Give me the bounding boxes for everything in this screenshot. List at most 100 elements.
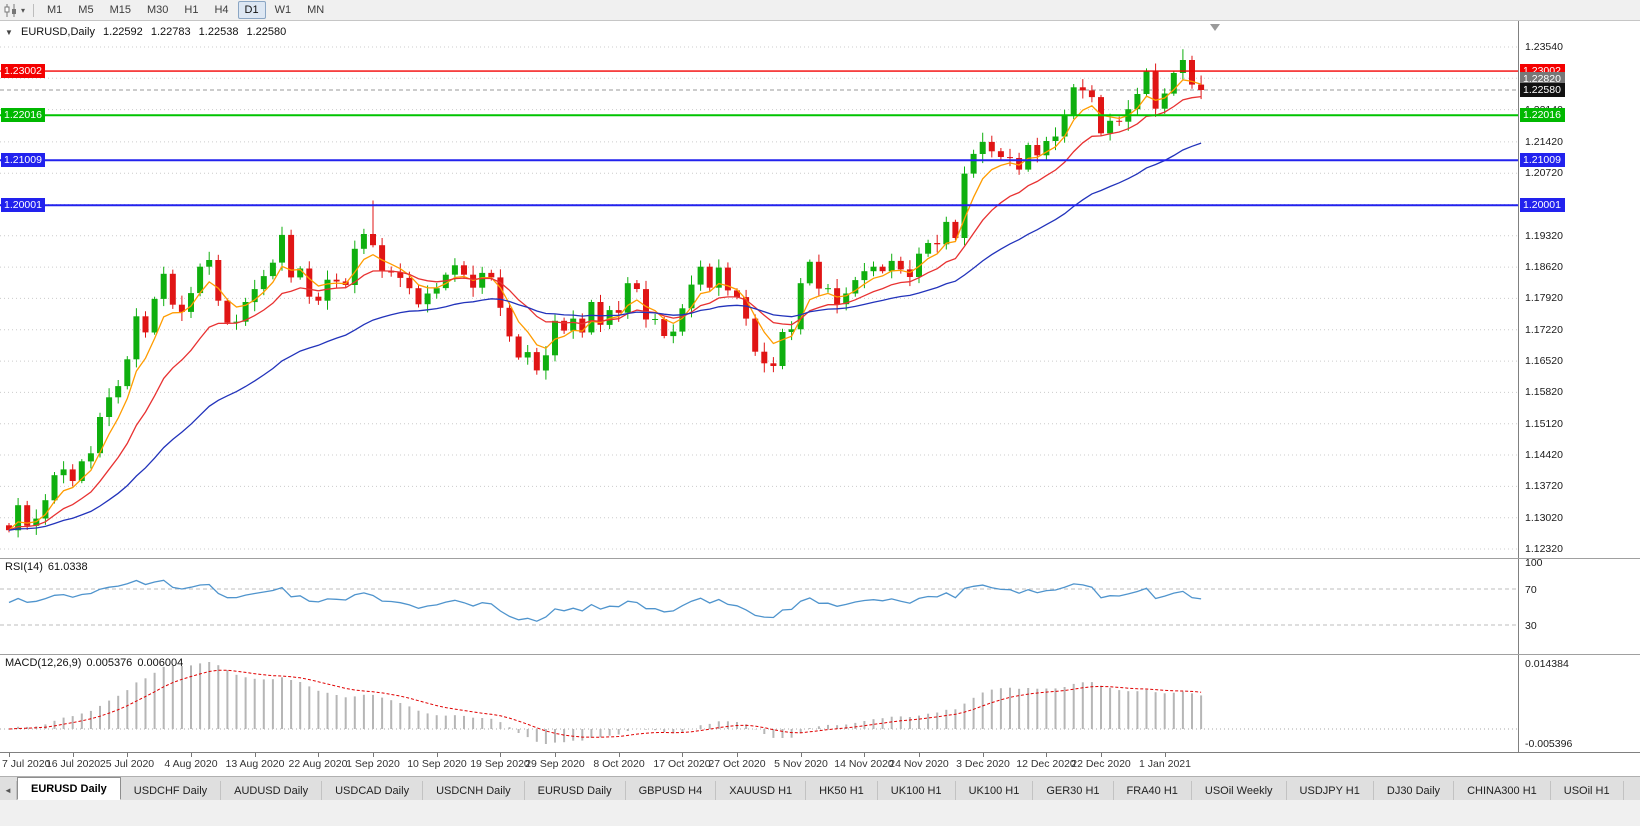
- time-tick: [1046, 753, 1047, 757]
- price-tick-label: 1.15120: [1525, 418, 1563, 430]
- hline-left-badge: 1.20001: [1, 198, 45, 212]
- rsi-chart-svg[interactable]: [0, 558, 1518, 654]
- chart-header: ▼ EURUSD,Daily 1.22592 1.22783 1.22538 1…: [5, 26, 291, 38]
- tab-scroll-left-icon[interactable]: ◄: [0, 781, 17, 800]
- toolbar-separator: [33, 3, 35, 17]
- price-tick-label: 1.13020: [1525, 512, 1563, 524]
- time-tick: [437, 753, 438, 757]
- price-chart-panel[interactable]: ▼ EURUSD,Daily 1.22592 1.22783 1.22538 1…: [0, 21, 1518, 558]
- time-tick: [737, 753, 738, 757]
- macd-axis-bottom-label: -0.005396: [1525, 738, 1573, 750]
- date-label: 16 Jul 2020: [45, 758, 101, 770]
- timeframe-toolbar: ▾ M1 M5 M15 M30 H1 H4 D1 W1 MN: [0, 0, 1640, 21]
- panel-splitter[interactable]: [0, 654, 1640, 655]
- price-tick-label: 1.17920: [1525, 292, 1563, 304]
- timeframe-m30[interactable]: M30: [146, 4, 169, 16]
- time-tick: [191, 753, 192, 757]
- chart-tab-fra40-h1[interactable]: FRA40 H1: [1113, 781, 1192, 800]
- chart-tab-usoil-weekly[interactable]: USOil Weekly: [1191, 781, 1287, 800]
- macd-axis-top-label: 0.014384: [1525, 658, 1569, 670]
- macd-panel-label: MACD(12,26,9) 0.005376 0.006004: [5, 657, 188, 669]
- rsi-level-label: 70: [1525, 584, 1537, 596]
- price-tick-label: 1.13720: [1525, 480, 1563, 492]
- hline-left-badge: 1.21009: [1, 153, 45, 167]
- chart-tab-eurusd-daily[interactable]: EURUSD Daily: [524, 781, 626, 800]
- date-label: 1 Jan 2021: [1139, 758, 1191, 770]
- macd-panel[interactable]: MACD(12,26,9) 0.005376 0.006004: [0, 654, 1518, 752]
- time-tick: [1101, 753, 1102, 757]
- chart-tab-usdjpy-h1[interactable]: USDJPY H1: [1286, 781, 1374, 800]
- rsi-level-label: 30: [1525, 620, 1537, 632]
- chart-tab-xauusd-h1[interactable]: XAUUSD H1: [716, 781, 807, 800]
- rsi-panel-label: RSI(14) 61.0338: [5, 561, 93, 573]
- chart-type-icon[interactable]: [4, 3, 20, 17]
- hline-left-badge: 1.23002: [1, 64, 45, 78]
- price-line-badge: 1.21009: [1520, 153, 1565, 167]
- price-axis[interactable]: 1.235401.221401.214201.207201.193201.186…: [1518, 21, 1640, 752]
- price-tick-label: 1.15820: [1525, 386, 1563, 398]
- timeframe-m5[interactable]: M5: [78, 4, 94, 16]
- timeframe-w1[interactable]: W1: [274, 4, 292, 16]
- macd-main-value: 0.005376: [86, 657, 133, 669]
- timeframe-m1[interactable]: M1: [47, 4, 63, 16]
- time-tick: [255, 753, 256, 757]
- chart-tab-ger30-h1[interactable]: GER30 H1: [1033, 781, 1114, 800]
- ohlc-open: 1.22592: [103, 26, 143, 38]
- timeframe-d1[interactable]: D1: [237, 1, 266, 19]
- price-tick-label: 1.20720: [1525, 167, 1563, 179]
- date-label: 22 Aug 2020: [288, 758, 348, 770]
- rsi-value: 61.0338: [47, 561, 88, 573]
- rsi-label: RSI(14): [5, 561, 43, 573]
- collapse-icon[interactable]: ▼: [5, 28, 13, 37]
- ohlc-close: 1.22580: [246, 26, 287, 38]
- chart-tab-usoil-h1[interactable]: USOil H1: [1550, 781, 1624, 800]
- chart-tab-usdchf-daily[interactable]: USDCHF Daily: [120, 781, 222, 800]
- timeframe-h1[interactable]: H1: [184, 4, 199, 16]
- time-tick: [318, 753, 319, 757]
- time-axis[interactable]: 7 Jul 2020 16 Jul 2020 25 Jul 2020 4 Aug 20…: [0, 752, 1640, 776]
- chart-tab-uk100-h1[interactable]: UK100 H1: [877, 781, 956, 800]
- main-chart-svg[interactable]: [0, 21, 1518, 558]
- chart-tab-usdcnh-daily[interactable]: USDCNH Daily: [423, 781, 525, 800]
- date-label: 22 Dec 2020: [1071, 758, 1131, 770]
- date-label: 24 Nov 2020: [889, 758, 949, 770]
- chart-tab-eurusd-daily[interactable]: EURUSD Daily: [17, 777, 121, 800]
- price-line-badge: 1.20001: [1520, 198, 1565, 212]
- date-label: 1 Sep 2020: [346, 758, 400, 770]
- price-tick-label: 1.23540: [1525, 41, 1563, 53]
- price-tick-label: 1.12320: [1525, 543, 1563, 555]
- chart-tab-uk100-h1[interactable]: UK100 H1: [955, 781, 1034, 800]
- time-tick: [983, 753, 984, 757]
- date-label: 17 Oct 2020: [653, 758, 711, 770]
- date-label: 12 Dec 2020: [1016, 758, 1076, 770]
- time-tick: [619, 753, 620, 757]
- time-tick: [373, 753, 374, 757]
- time-tick: [1165, 753, 1166, 757]
- date-label: 29 Sep 2020: [525, 758, 585, 770]
- date-label: 7 Jul 2020: [2, 758, 51, 770]
- time-tick: [73, 753, 74, 757]
- chart-tab-audusd-daily[interactable]: AUDUSD Daily: [221, 781, 323, 800]
- chart-tab-gbpusd-h4[interactable]: GBPUSD H4: [625, 781, 717, 800]
- time-tick: [864, 753, 865, 757]
- chart-tab-china300-h1[interactable]: CHINA300 H1: [1454, 781, 1551, 800]
- dropdown-caret-icon[interactable]: ▾: [21, 5, 26, 15]
- ohlc-low: 1.22538: [198, 26, 239, 38]
- time-tick: [127, 753, 128, 757]
- chart-tab-hk50-h1[interactable]: HK50 H1: [806, 781, 878, 800]
- chart-shift-marker[interactable]: [1210, 24, 1220, 31]
- panel-splitter[interactable]: [0, 558, 1640, 559]
- date-label: 13 Aug 2020: [225, 758, 285, 770]
- macd-chart-svg[interactable]: [0, 654, 1518, 752]
- timeframe-m15[interactable]: M15: [109, 4, 131, 16]
- price-tick-label: 1.18620: [1525, 261, 1563, 273]
- timeframe-h4[interactable]: H4: [214, 4, 229, 16]
- price-tick-label: 1.19320: [1525, 230, 1563, 242]
- price-line-badge: 1.22820: [1520, 72, 1565, 86]
- chart-tab-usdcad-daily[interactable]: USDCAD Daily: [322, 781, 424, 800]
- time-tick: [500, 753, 501, 757]
- rsi-panel[interactable]: RSI(14) 61.0338: [0, 558, 1518, 654]
- chart-tab-dj30-daily[interactable]: DJ30 Daily: [1373, 781, 1455, 800]
- timeframe-mn[interactable]: MN: [307, 4, 325, 16]
